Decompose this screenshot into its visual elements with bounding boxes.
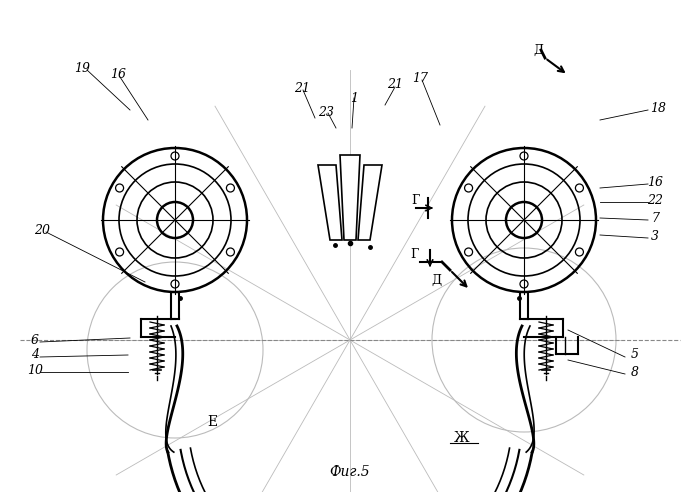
Polygon shape: [358, 165, 382, 240]
Text: 1: 1: [350, 92, 358, 104]
Text: Г: Г: [411, 193, 419, 207]
Text: 21: 21: [294, 82, 310, 94]
Text: 16: 16: [110, 68, 126, 82]
Text: Фиг.5: Фиг.5: [330, 465, 370, 479]
Text: 19: 19: [74, 62, 90, 74]
Text: 5: 5: [631, 348, 639, 362]
Text: Д: Д: [431, 274, 441, 286]
Text: 21: 21: [387, 79, 403, 92]
Text: 23: 23: [318, 105, 334, 119]
Text: 10: 10: [27, 364, 43, 376]
Text: 6: 6: [31, 334, 39, 346]
Text: 17: 17: [412, 71, 428, 85]
Text: Е: Е: [207, 415, 217, 429]
Text: 20: 20: [34, 223, 50, 237]
Polygon shape: [318, 165, 342, 240]
Text: 16: 16: [647, 176, 663, 188]
Text: Д: Д: [533, 43, 543, 57]
Text: 18: 18: [650, 101, 666, 115]
Text: Ж: Ж: [454, 431, 470, 445]
Text: 4: 4: [31, 348, 39, 362]
Text: 3: 3: [651, 229, 659, 243]
Text: 8: 8: [631, 366, 639, 378]
Polygon shape: [340, 155, 360, 240]
Text: Г: Г: [410, 248, 418, 262]
Text: 7: 7: [651, 212, 659, 224]
Text: 22: 22: [647, 193, 663, 207]
